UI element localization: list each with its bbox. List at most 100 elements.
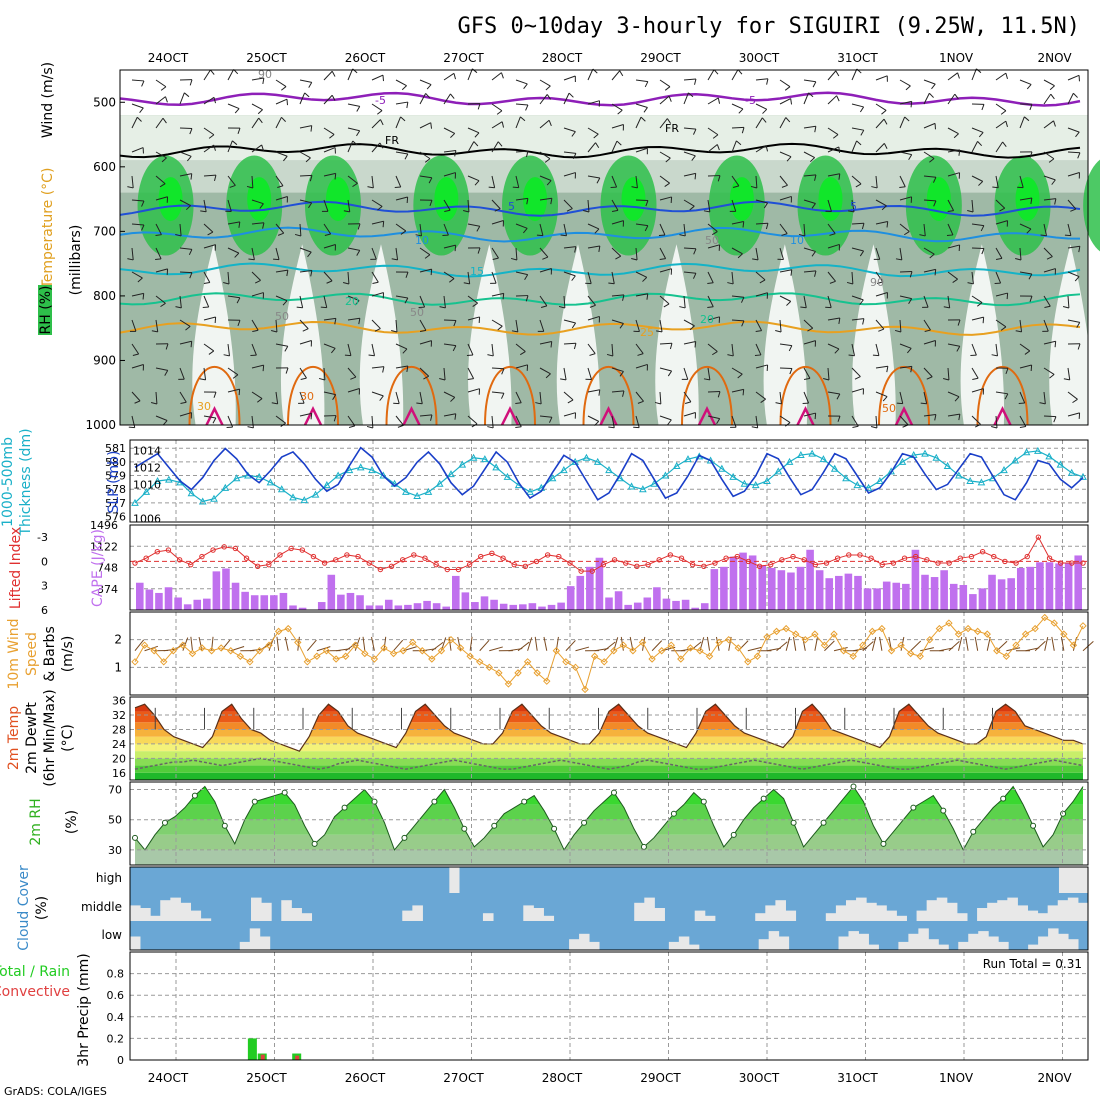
- wind-barb-flag: [550, 341, 553, 348]
- wind-barb: [155, 367, 168, 371]
- wind-barb-flag: [1046, 256, 1053, 260]
- wind-barb: [179, 247, 192, 250]
- cloud-cell-low: [898, 941, 909, 950]
- wind-barb: [803, 174, 816, 177]
- wind10m-point: [140, 641, 149, 649]
- wind-barb-flag: [598, 389, 601, 396]
- wind-barb-flag: [836, 95, 840, 102]
- wind-barb: [1067, 93, 1074, 105]
- thickness-point: [232, 474, 241, 482]
- wind-barb: [275, 195, 288, 201]
- wind-barb: [419, 247, 431, 256]
- cloud-cell-middle: [412, 905, 423, 921]
- wind-barb: [251, 144, 263, 153]
- wind-barb: [251, 77, 264, 81]
- wind-barb: [755, 391, 766, 400]
- slp-line: [134, 446, 1084, 501]
- cloud-cell-low: [1068, 939, 1079, 950]
- thickness-point: [943, 461, 952, 469]
- wind-barb: [995, 343, 999, 356]
- wind-barb: [179, 92, 185, 105]
- wind-barb: [851, 68, 858, 81]
- temp-contour-35: [500, 406, 520, 426]
- wind-barb: [155, 96, 166, 105]
- cloud-cell-middle: [926, 900, 938, 921]
- cape-axis-label: CAPE (J/kg): [90, 529, 106, 607]
- wind-barb: [1043, 223, 1048, 236]
- wind-barb-flag: [238, 221, 241, 228]
- thickness-point: [808, 449, 816, 457]
- wind-barb-flag: [487, 426, 494, 429]
- wind-barb-flag: [1000, 326, 1007, 331]
- wind-barb: [203, 144, 215, 153]
- cloud-cell-low: [908, 933, 919, 950]
- wind-barb-flag: [829, 233, 836, 236]
- wind-barb: [155, 175, 166, 185]
- wind-barb: [899, 223, 910, 232]
- wind-barb: [659, 247, 667, 259]
- chart-title: GFS 0~10day 3-hourly for SIGUIRI (9.25W,…: [457, 14, 1080, 39]
- wind10m-point: [1012, 641, 1020, 649]
- li-point: [1046, 555, 1053, 561]
- wind-barb: [587, 415, 599, 422]
- pressure-axis-label: (millibars): [68, 225, 84, 296]
- wind-barb-flag: [139, 107, 144, 114]
- cloud-cell-low: [1058, 933, 1069, 950]
- wind-barb: [923, 295, 929, 308]
- wind-barb-flag: [732, 185, 739, 188]
- rh2m-point: [970, 828, 977, 835]
- cape-bar: [988, 574, 996, 610]
- wind-barb: [515, 103, 529, 106]
- wind-barb-flag: [540, 305, 547, 308]
- wind-barb-flag: [284, 345, 289, 352]
- wind-barb: [131, 175, 134, 188]
- cape-bar: [710, 569, 719, 610]
- cloud-cell-low: [848, 931, 859, 950]
- thickness-point: [424, 487, 433, 495]
- wind10m-barb: [833, 647, 848, 652]
- wind-barb: [995, 391, 1008, 395]
- wind10m-point: [217, 644, 225, 652]
- wind-barb: [947, 223, 954, 236]
- wind-barb: [179, 151, 192, 157]
- wind10m-point: [255, 647, 264, 655]
- temp-band: [135, 722, 1083, 730]
- temp-contour-30: [188, 366, 241, 426]
- wind10m-point: [705, 652, 714, 660]
- rh2m-point: [551, 825, 558, 832]
- wind-barb: [251, 292, 264, 297]
- wind-barb: [299, 174, 313, 177]
- li-point: [210, 547, 216, 553]
- wind-barb-flag: [1026, 84, 1032, 90]
- wind-barb: [491, 415, 494, 428]
- wind-barb-flag: [366, 425, 373, 429]
- wind-barb-flag: [883, 143, 888, 149]
- wind-barb-flag: [931, 83, 936, 90]
- wind-barb-flag: [910, 101, 913, 108]
- contour-label: 5: [508, 200, 515, 213]
- wind10m-point: [504, 680, 513, 688]
- wind-barb-flag: [689, 325, 695, 331]
- wind-barb: [611, 140, 618, 153]
- cloud-cell-middle: [765, 905, 776, 921]
- wind-barb: [779, 195, 792, 201]
- wind-barb-flag: [785, 117, 791, 123]
- cloud-cell-middle: [160, 900, 171, 921]
- temp-contour-5: [119, 200, 1081, 217]
- wind10m-barb: [948, 641, 960, 652]
- wind-barb: [131, 415, 136, 428]
- cloud-cell-low: [958, 941, 969, 950]
- thickness-point: [729, 472, 737, 480]
- wind-barb: [899, 116, 906, 129]
- thickness-point: [650, 479, 658, 487]
- temp-contour-35: [993, 406, 1012, 426]
- cloud-cell-high: [1058, 867, 1070, 893]
- wind-barb: [755, 103, 767, 110]
- precip-conv-bar: [295, 1055, 300, 1060]
- wind-barb: [155, 117, 164, 129]
- wind-barb-flag: [210, 69, 215, 75]
- wind-barb-flag: [811, 203, 816, 209]
- cloud-cell-low: [688, 944, 700, 950]
